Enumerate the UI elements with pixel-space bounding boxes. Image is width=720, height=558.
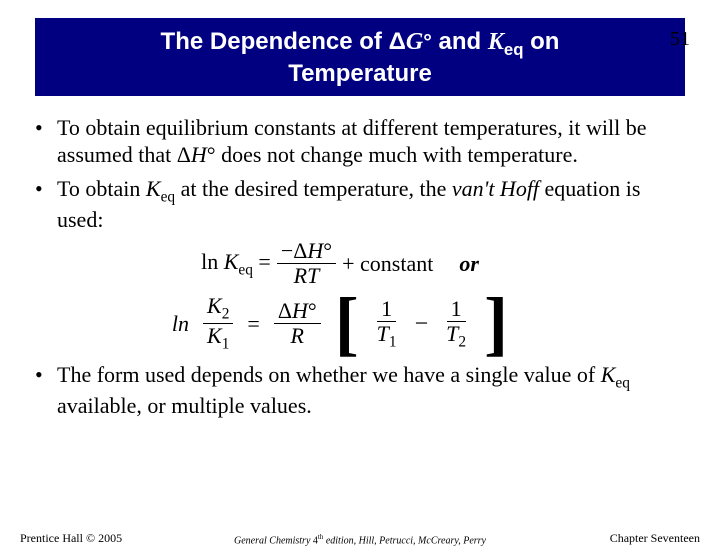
b2e: van't Hoff bbox=[452, 176, 539, 201]
eq2-frac-T2: 1 T2 bbox=[442, 298, 470, 350]
eq1-ln: ln Keq = bbox=[201, 248, 271, 280]
footer-left: Prentice Hall © 2005 bbox=[20, 531, 122, 546]
content-area: • To obtain equilibrium constants at dif… bbox=[35, 114, 685, 420]
b2c: eq bbox=[161, 188, 176, 205]
footer-right: Chapter Seventeen bbox=[610, 531, 700, 546]
eq2-frac-dH: ΔH° R bbox=[274, 300, 321, 347]
eq2-ln: ln bbox=[172, 310, 189, 338]
b2b: K bbox=[146, 176, 161, 201]
footer-center: General Chemistry 4th edition, Hill, Pet… bbox=[234, 533, 486, 546]
eq2-frac-K: K2 K1 bbox=[203, 295, 233, 352]
title-K: K bbox=[488, 29, 504, 55]
b3d: available, or multiple values. bbox=[57, 393, 312, 418]
bullet-2: • To obtain Keq at the desired temperatu… bbox=[35, 175, 685, 234]
equation-2: ln K2 K1 = ΔH° R [ 1 T1 − 1 T2 bbox=[35, 295, 685, 353]
b1b: H bbox=[191, 142, 207, 167]
left-bracket: [ bbox=[335, 295, 359, 353]
footer: Prentice Hall © 2005 General Chemistry 4… bbox=[0, 531, 720, 546]
page-number: 51 bbox=[670, 28, 690, 51]
eq1-or: or bbox=[459, 250, 479, 278]
title-line2: Temperature bbox=[288, 60, 432, 87]
eq1-frac: −ΔH° RT bbox=[277, 240, 336, 287]
title-deg: ° bbox=[423, 29, 432, 54]
b3c: eq bbox=[615, 374, 630, 391]
bracket-content: 1 T1 − 1 T2 bbox=[373, 298, 470, 350]
eq2-minus: − bbox=[415, 309, 429, 339]
title-text-2: and bbox=[432, 28, 488, 55]
bullet-3: • The form used depends on whether we ha… bbox=[35, 361, 685, 420]
right-bracket: ] bbox=[484, 295, 508, 353]
title-banner: The Dependence of ΔG° and Keq on Tempera… bbox=[35, 18, 685, 96]
eq2-frac-T1: 1 T1 bbox=[373, 298, 401, 350]
title-delta: Δ bbox=[389, 28, 406, 55]
b3a: The form used depends on whether we have… bbox=[57, 362, 601, 387]
bullet-3-text: The form used depends on whether we have… bbox=[57, 361, 685, 420]
equation-1: ln Keq = −ΔH° RT + constant or bbox=[35, 240, 685, 287]
eq1-const: + constant bbox=[342, 250, 433, 278]
title-text-1: The Dependence of bbox=[161, 28, 389, 55]
bullet-2-text: To obtain Keq at the desired temperature… bbox=[57, 175, 685, 234]
bullet-1: • To obtain equilibrium constants at dif… bbox=[35, 114, 685, 169]
title-eq-sub: eq bbox=[504, 40, 524, 59]
title-G: G bbox=[406, 29, 423, 55]
b3b: K bbox=[601, 362, 616, 387]
b2a: To obtain bbox=[57, 176, 146, 201]
b2d: at the desired temperature, the bbox=[175, 176, 452, 201]
bullet-dot: • bbox=[35, 175, 57, 234]
bullet-dot: • bbox=[35, 114, 57, 169]
eq2-equals: = bbox=[247, 310, 259, 338]
bullet-1-text: To obtain equilibrium constants at diffe… bbox=[57, 114, 685, 169]
title-text-3: on bbox=[523, 28, 559, 55]
b1c: ° does not change much with temperature. bbox=[207, 142, 578, 167]
bullet-dot: • bbox=[35, 361, 57, 420]
